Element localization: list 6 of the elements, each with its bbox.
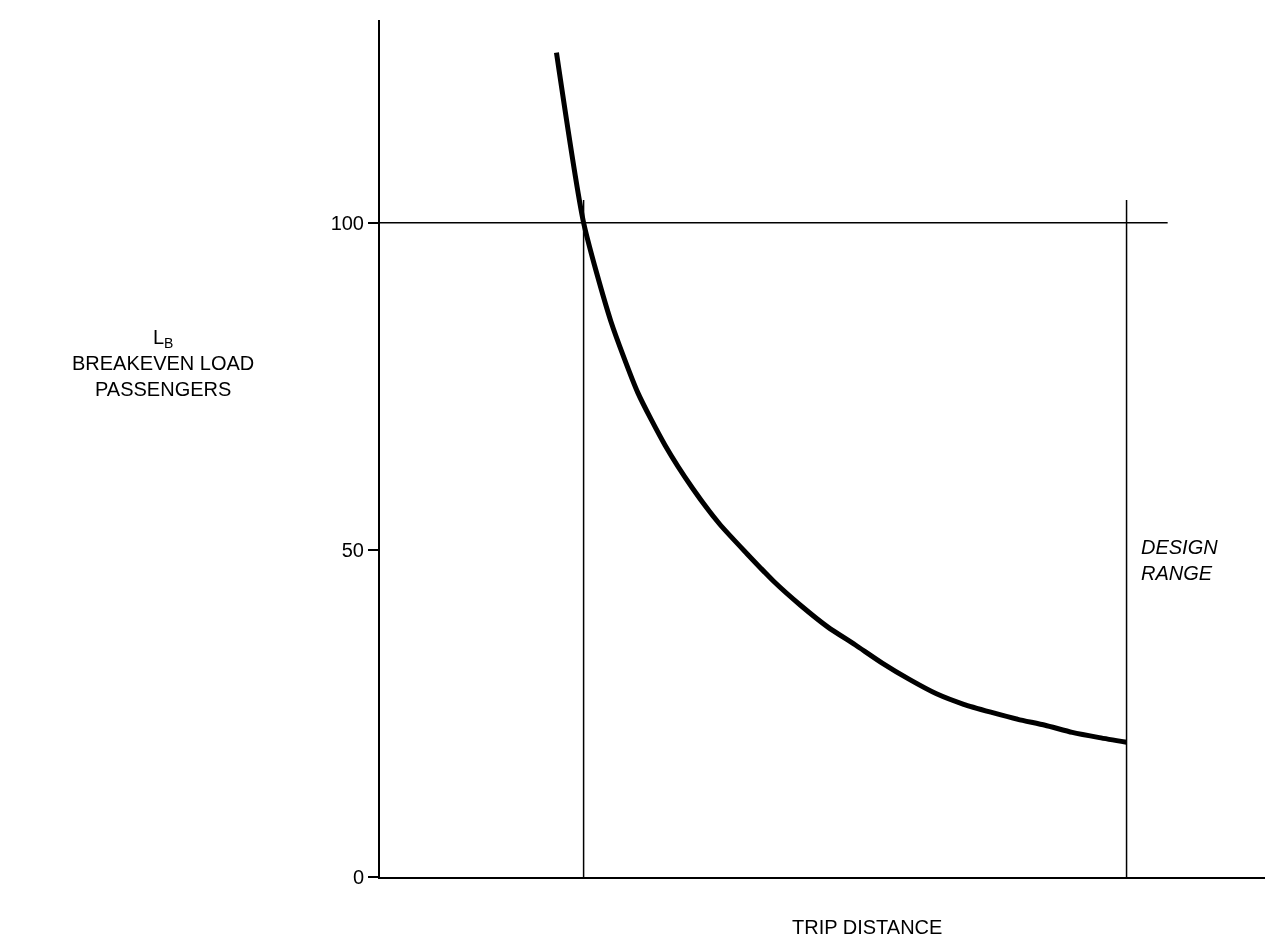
text: DESIGN RANGE (1141, 536, 1219, 584)
x-axis-title: TRIP DISTANCE (792, 916, 943, 938)
y-tick-label: 0 (352, 866, 364, 888)
y-tick-label: 100 (330, 211, 364, 234)
y-axis-title: L$_{B}$ BREAKEVEN LOAD PASSENGERS (72, 326, 255, 400)
y-tick-label: 50 (341, 538, 364, 561)
